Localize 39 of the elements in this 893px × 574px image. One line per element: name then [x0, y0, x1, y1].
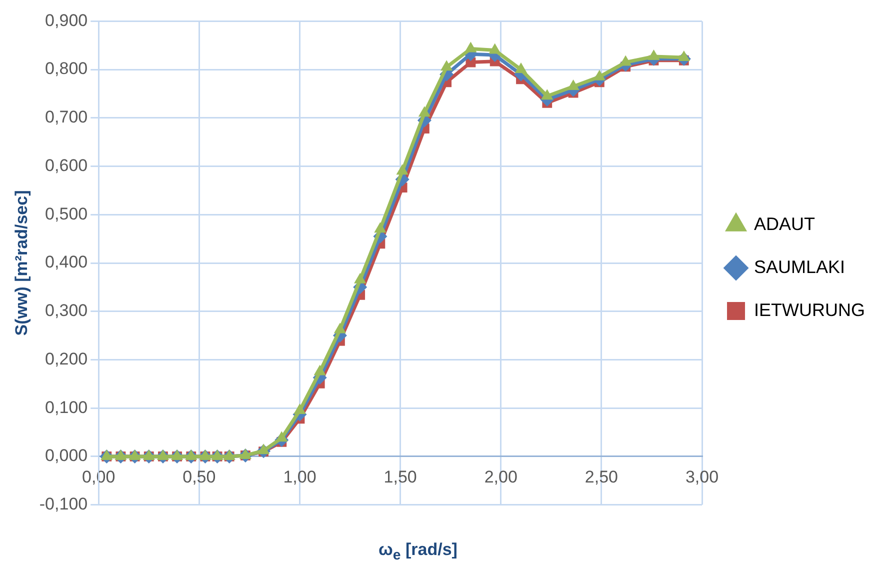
- point: [648, 50, 660, 60]
- point: [514, 62, 528, 74]
- y-tick-label: 0,700: [45, 108, 88, 127]
- y-tick-label: 0,400: [45, 252, 88, 272]
- x-tick-label: 1,50: [384, 467, 417, 486]
- y-tick-label: 0,100: [45, 398, 88, 417]
- point: [374, 222, 386, 233]
- x-tick-label: 0,50: [182, 467, 216, 486]
- x-axis-title: ω$_{e}$ [rad/s]: [378, 540, 458, 564]
- y-tick-label: 0,800: [45, 59, 88, 78]
- point: [593, 70, 606, 80]
- y-tick-label: 0,600: [45, 156, 88, 175]
- point: [257, 444, 270, 454]
- point: [440, 60, 453, 71]
- x-tick-label: 1,00: [283, 467, 316, 486]
- legend-label: IETWURUNG: [754, 300, 866, 320]
- y-tick-label: 0,300: [45, 301, 88, 320]
- point: [294, 404, 306, 414]
- point: [464, 42, 477, 52]
- point: [418, 106, 431, 117]
- legend-label: SAUMLAKI: [754, 256, 846, 277]
- y-tick-label: -0,100: [39, 494, 88, 514]
- point: [396, 164, 408, 175]
- y-tick-label: 0,500: [45, 204, 88, 224]
- point: [678, 50, 690, 61]
- point: [276, 431, 288, 442]
- point: [334, 322, 346, 334]
- y-tick-label: 0,200: [45, 349, 88, 368]
- y-tick-label: 0,000: [45, 446, 88, 466]
- x-tick-label: 2,00: [484, 467, 518, 486]
- point: [314, 364, 326, 376]
- x-tick-label: 3,00: [685, 467, 719, 486]
- y-tick-label: 0,900: [45, 10, 88, 30]
- point: [541, 89, 554, 100]
- x-tick-label: 2,50: [584, 467, 618, 486]
- point: [488, 43, 501, 54]
- point: [620, 55, 632, 66]
- y-axis-title: S(ww) [m²rad/sec]: [12, 190, 31, 336]
- legend-label: ADAUT: [754, 214, 816, 234]
